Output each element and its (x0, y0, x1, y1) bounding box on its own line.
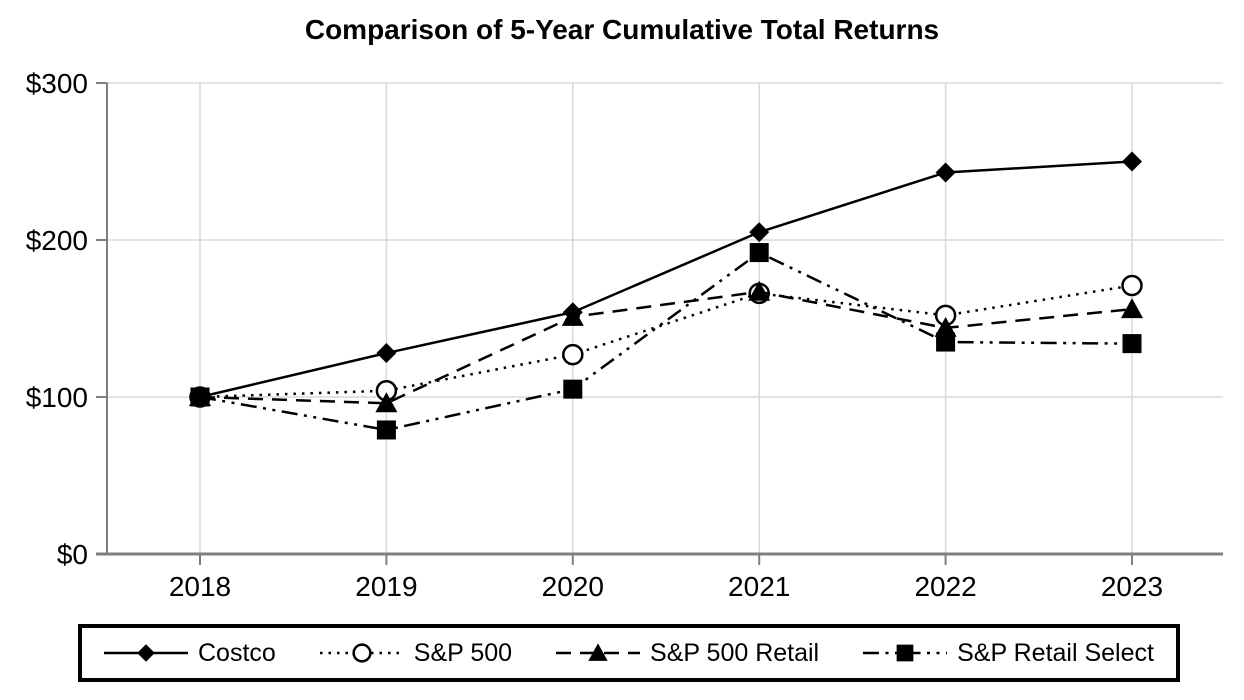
chart-title: Comparison of 5-Year Cumulative Total Re… (304, 14, 940, 45)
series-s-p-500-retail (189, 280, 1143, 413)
legend-item-costco: Costco (104, 639, 276, 668)
marker-diamond (137, 644, 155, 662)
marker-triangle (748, 280, 771, 301)
legend-sample-filled-diamond (104, 644, 188, 662)
marker-square (936, 332, 956, 352)
legend-item-s-p-500-retail: S&P 500 Retail (556, 639, 819, 668)
legend-sample-open-circle (319, 643, 404, 663)
series-line-s-p-500 (199, 284, 1133, 399)
y-tick-label: $200 (26, 225, 88, 256)
marker-diamond (935, 162, 956, 183)
legend-sample-filled-triangle (556, 643, 641, 661)
marker-square (749, 243, 769, 263)
x-tick-label: 2021 (728, 571, 790, 602)
legend-sample-filled-square (863, 644, 948, 662)
x-tick-label: 2022 (914, 571, 976, 602)
legend-label-s-p-retail-select: S&P Retail Select (957, 638, 1154, 667)
marker-square (896, 644, 914, 662)
series-s-p-retail-select (190, 243, 1142, 440)
marker-triangle (375, 392, 398, 413)
chart-legend: Costco S&P 500 S&P 500 Retail S&P Retail Se… (78, 624, 1180, 682)
marker-triangle (561, 305, 584, 326)
marker-triangle (934, 316, 957, 337)
series-s-p-500 (189, 274, 1143, 408)
series-costco (190, 151, 1142, 407)
marker-square (190, 387, 210, 407)
x-tick-label: 2023 (1101, 571, 1163, 602)
marker-diamond (376, 343, 397, 364)
legend-item-s-p-retail-select: S&P Retail Select (863, 639, 1154, 668)
legend-label-s-p-500: S&P 500 (413, 638, 513, 667)
marker-diamond (749, 222, 770, 243)
line-chart-plot: $0 $100 $200 $300 2018 2019 2020 2021 2022 2023 (26, 68, 1223, 602)
legend-item-s-p-500: S&P 500 (319, 638, 513, 668)
marker-diamond (1122, 151, 1142, 172)
marker-square (563, 379, 583, 399)
marker-square (376, 420, 396, 440)
marker-triangle (1121, 298, 1143, 319)
x-tick-label: 2018 (169, 571, 231, 602)
marker-open-circle (562, 343, 584, 366)
legend-label-s-p-500-retail: S&P 500 Retail (650, 638, 820, 667)
x-tick-label: 2019 (355, 571, 417, 602)
marker-open-circle (352, 643, 372, 663)
series-line-s-p-500-retail (199, 290, 1133, 405)
y-tick-label: $300 (26, 68, 88, 99)
series-line-costco (199, 160, 1133, 399)
y-tick-label: $100 (26, 382, 88, 413)
marker-triangle (588, 643, 608, 661)
legend-label-costco: Costco (198, 638, 276, 667)
marker-square (1122, 334, 1142, 354)
x-tick-label: 2020 (542, 571, 604, 602)
series-line-s-p-retail-select (199, 251, 1133, 432)
y-tick-label: $0 (57, 539, 88, 570)
marker-open-circle (1121, 274, 1143, 297)
